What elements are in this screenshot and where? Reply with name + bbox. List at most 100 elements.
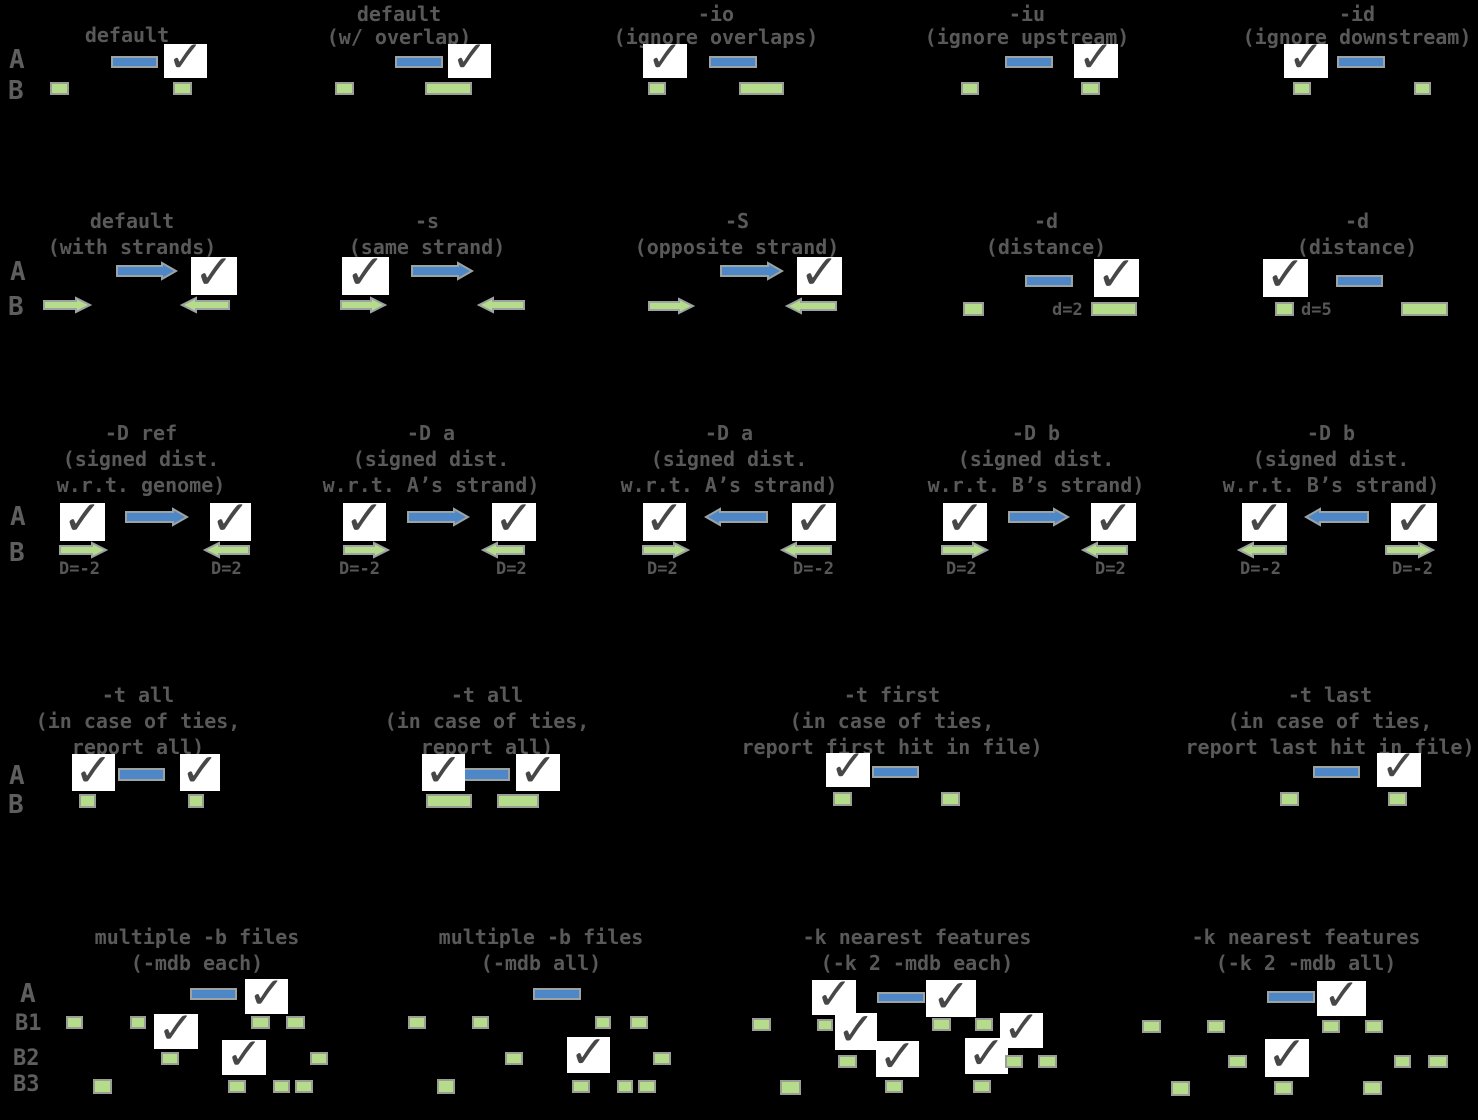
b-feature-box	[1401, 302, 1448, 316]
a-feature-bar	[111, 56, 158, 68]
b-feature-box	[1275, 302, 1294, 316]
b-feature-box	[941, 792, 960, 806]
check-icon: ✓	[248, 967, 285, 1019]
b-feature-box	[497, 794, 539, 808]
b-feature-box	[251, 1016, 270, 1029]
panel-title-line: default	[356, 2, 442, 26]
a-feature-bar	[463, 768, 510, 781]
check-icon: ✓	[1393, 490, 1435, 547]
b-feature-box	[426, 794, 472, 808]
b-feature-arrow	[648, 297, 696, 315]
check-icon: ✓	[210, 490, 251, 547]
panel-title-line: (in case of ties,	[789, 709, 995, 733]
panel-title: -t all (in case of ties, report all)	[385, 682, 590, 760]
b-feature-box	[1365, 1020, 1383, 1033]
row-label-b: B	[8, 790, 24, 820]
reported-hit-check-box: ✓	[943, 495, 987, 543]
panel-title-line: (opposite strand)	[634, 235, 840, 259]
a-feature-arrow	[411, 261, 475, 281]
reported-hit-check-box: ✓	[1317, 973, 1366, 1017]
panel-title: -t all (in case of ties, report all)	[36, 682, 241, 760]
panel-title-line: (ignore upstream)	[924, 25, 1130, 49]
row-label-a: A	[10, 257, 26, 287]
panel-title: default	[85, 24, 169, 47]
a-feature-bar	[1267, 991, 1315, 1003]
panel-title-line: report first hit in file)	[741, 735, 1043, 759]
a-feature-bar	[1336, 275, 1383, 287]
b-feature-box	[188, 794, 204, 808]
b-feature-box	[752, 1018, 771, 1031]
b-feature-box	[1322, 1020, 1340, 1033]
panel-title-line: -t all	[450, 683, 524, 707]
check-icon: ✓	[644, 490, 685, 547]
panel-title-line: w.r.t. B’s strand)	[1222, 473, 1440, 497]
b-feature-arrow	[480, 541, 525, 559]
b-feature-arrow	[1080, 541, 1128, 559]
a-feature-bar	[1005, 56, 1053, 68]
panel-title-line: w.r.t. genome)	[56, 473, 226, 497]
check-icon: ✓	[1093, 490, 1134, 547]
check-icon: ✓	[1265, 246, 1306, 303]
b-feature-box	[228, 1080, 246, 1093]
check-icon: ✓	[1266, 1026, 1308, 1083]
check-icon: ✓	[1287, 32, 1325, 83]
panel-title-line: default	[84, 23, 170, 47]
panel-title: -t last (in case of ties, report last hit …	[1186, 682, 1475, 760]
check-icon: ✓	[815, 968, 853, 1020]
a-feature-bar	[872, 766, 919, 778]
row-label-a: A	[10, 502, 26, 532]
row-label-a: A	[9, 761, 25, 791]
b-feature-box	[1394, 1055, 1411, 1068]
panel-title: -id (ignore downstream)	[1243, 3, 1472, 49]
a-feature-arrow	[703, 507, 768, 527]
b-feature-box	[93, 1079, 112, 1094]
b-feature-box	[780, 1080, 801, 1095]
panel-title-line: (-k 2 -mdb all)	[1215, 951, 1397, 975]
b-feature-box	[975, 1018, 993, 1031]
panel-title: -k nearest features (-k 2 -mdb each)	[803, 924, 1032, 976]
panel-title: -D a (signed dist. w.r.t. A’s strand)	[621, 420, 838, 498]
panel-title-line: (-k 2 -mdb each)	[820, 951, 1014, 975]
check-icon: ✓	[451, 32, 488, 83]
distance-label: d=2	[1052, 300, 1083, 320]
reported-hit-check-box: ✓	[643, 36, 687, 79]
panel-title-line: (ignore downstream)	[1242, 25, 1472, 49]
b-feature-arrow	[202, 541, 250, 559]
distance-label: D=2	[211, 559, 242, 579]
panel-title-line: w.r.t. A’s strand)	[322, 473, 540, 497]
b-feature-box	[1207, 1020, 1225, 1033]
reported-hit-check-box: ✓	[567, 1029, 610, 1074]
row-label-b2: B2	[13, 1046, 40, 1071]
b-feature-box	[1280, 792, 1299, 806]
b-feature-box	[885, 1080, 903, 1093]
distance-label: D=-2	[1392, 559, 1433, 579]
b-feature-box	[335, 82, 354, 95]
panel-title-line: (signed dist.	[352, 447, 510, 471]
reported-hit-check-box: ✓	[1263, 251, 1308, 299]
check-icon: ✓	[225, 1028, 263, 1080]
panel-title: -s (same strand)	[349, 208, 506, 260]
check-icon: ✓	[836, 1001, 876, 1056]
reported-hit-check-box: ✓	[926, 972, 976, 1018]
b-feature-box	[1038, 1055, 1057, 1068]
reported-hit-check-box: ✓	[876, 1033, 919, 1078]
b-feature-box	[1428, 1055, 1448, 1068]
reported-hit-check-box: ✓	[792, 495, 836, 543]
panel-title-line: -id	[1338, 2, 1376, 26]
a-feature-bar	[877, 992, 925, 1003]
b-feature-box	[963, 302, 984, 316]
panel-title-line: (signed dist.	[957, 447, 1115, 471]
b-feature-arrow	[179, 296, 230, 314]
panel-title-line: -t all	[101, 683, 175, 707]
distance-label: d=5	[1301, 300, 1332, 320]
b-feature-box	[595, 1016, 611, 1029]
b-feature-box	[648, 82, 666, 95]
panel-title: -iu (ignore upstream)	[925, 3, 1130, 49]
check-icon: ✓	[424, 742, 463, 797]
a-feature-arrow	[720, 261, 785, 281]
panel-title-line: -d	[1033, 209, 1059, 233]
panel-title-line: -t last	[1287, 683, 1373, 707]
row-label-a: A	[20, 979, 36, 1009]
a-feature-bar	[533, 988, 581, 1000]
panel-title-line: -D b	[1011, 421, 1061, 445]
